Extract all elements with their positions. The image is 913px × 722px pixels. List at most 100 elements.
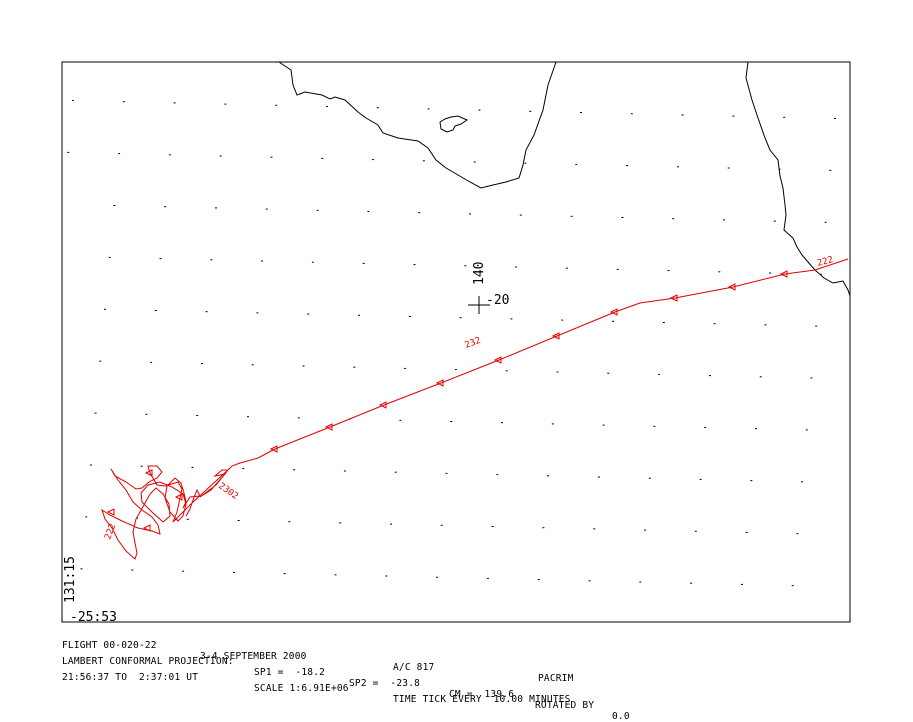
grid-tick	[85, 516, 88, 518]
grid-tick	[740, 583, 743, 585]
grid-tick	[450, 421, 453, 422]
grid-tick	[815, 325, 818, 327]
standard-parallel-1: SP1 = -18.2	[254, 667, 326, 678]
grid-tick	[616, 268, 619, 270]
grid-tick	[819, 273, 822, 275]
grid-tick	[343, 470, 346, 472]
time-tick-arrow	[106, 508, 115, 516]
grid-tick	[621, 217, 624, 218]
grid-tick	[681, 114, 684, 116]
flight-track-main	[227, 258, 849, 471]
project-name: PACRIM	[538, 673, 574, 684]
grid-tick	[408, 316, 411, 317]
grid-tick	[270, 156, 273, 158]
grid-tick	[80, 568, 83, 570]
grid-tick	[353, 366, 356, 368]
grid-tick	[699, 478, 702, 480]
grid-tick	[140, 465, 143, 467]
grid-tick	[427, 108, 430, 110]
time-tick-arrow	[324, 423, 333, 431]
center-crosshair	[468, 296, 490, 314]
grid-tick	[690, 582, 693, 584]
time-tick-arrow	[269, 445, 278, 453]
grid-tick	[445, 472, 448, 474]
grid-tick	[72, 100, 74, 101]
grid-tick	[390, 523, 392, 525]
grid-tick	[122, 101, 125, 103]
grid-tick	[376, 107, 379, 109]
rotation-value: 0.0	[612, 711, 630, 722]
grid-tick	[413, 264, 416, 266]
grid-tick	[251, 364, 254, 366]
grid-tick	[575, 163, 578, 165]
grid-tick	[597, 476, 600, 478]
grid-tick	[205, 311, 208, 313]
grid-tick	[334, 574, 337, 576]
grid-tick	[491, 526, 494, 527]
grid-tick	[588, 580, 591, 582]
time-tick-arrow	[609, 308, 618, 316]
time-tick-arrow	[493, 356, 502, 364]
grid-tick	[200, 363, 203, 365]
grid-tick	[478, 109, 481, 111]
grid-tick	[570, 215, 573, 217]
grid-tick	[750, 480, 753, 482]
grid-tick	[783, 116, 786, 118]
grid-tick	[486, 577, 489, 579]
footer-line-1: FLIGHT 00-020-22 3-4 SEPTEMBER 2000 A/C …	[62, 629, 573, 684]
grid-tick	[394, 471, 397, 473]
grid-tick	[732, 115, 735, 117]
grid-tick	[529, 110, 532, 112]
grid-tick	[113, 205, 116, 206]
grid-tick	[773, 220, 776, 222]
grid-tick	[824, 221, 827, 223]
grid-tick	[247, 416, 249, 418]
grid-tick	[440, 524, 443, 526]
grid-tick	[469, 213, 471, 215]
grid-tick	[515, 266, 518, 268]
time-range: 21:56:37 TO 2:37:01 UT	[62, 672, 199, 683]
grid-tick	[607, 372, 610, 374]
grid-tick	[759, 376, 762, 378]
time-tick-arrow	[144, 469, 153, 477]
grid-tick	[626, 165, 629, 167]
time-tick-arrow	[669, 294, 678, 302]
grid-tick	[307, 313, 310, 315]
grid-tick	[505, 370, 508, 372]
coastline-island	[439, 115, 469, 133]
grid-tick	[89, 464, 92, 466]
grid-tick	[755, 428, 757, 430]
time-tick-arrow	[142, 524, 151, 532]
grid-tick	[215, 207, 217, 209]
grid-tick	[232, 571, 235, 573]
grid-tick	[510, 318, 513, 320]
grid-tick	[718, 271, 721, 273]
grid-tick	[288, 521, 291, 523]
footer-line-3: 21:56:37 TO 2:37:01 UT SCALE 1:6.91E+06 …	[62, 661, 570, 705]
grid-tick	[723, 219, 725, 221]
grid-tick	[316, 209, 319, 211]
track-label-end: 222	[103, 522, 118, 541]
grid-tick	[602, 424, 605, 426]
grid-tick	[667, 270, 670, 272]
grid-tick	[436, 576, 439, 578]
grid-tick	[672, 218, 675, 220]
grid-tick	[658, 373, 661, 375]
grid-tick	[94, 412, 97, 414]
grid-tick	[612, 320, 614, 322]
grid-tick	[367, 211, 370, 212]
standard-parallel-2: SP2 = -23.8	[349, 678, 421, 689]
grid-tick	[810, 377, 813, 379]
grid-tick	[159, 258, 162, 260]
grid-tick	[676, 166, 679, 168]
grid-tick	[131, 569, 134, 571]
grid-tick	[801, 481, 804, 483]
grid-tick	[524, 162, 527, 164]
grid-tick	[311, 261, 314, 263]
grid-tick	[834, 118, 836, 119]
grid-tick	[321, 157, 324, 159]
flight-dates: 3-4 SEPTEMBER 2000	[200, 651, 307, 662]
grid-tick	[196, 415, 199, 416]
grid-tick	[237, 520, 240, 521]
grid-tick	[265, 208, 268, 210]
